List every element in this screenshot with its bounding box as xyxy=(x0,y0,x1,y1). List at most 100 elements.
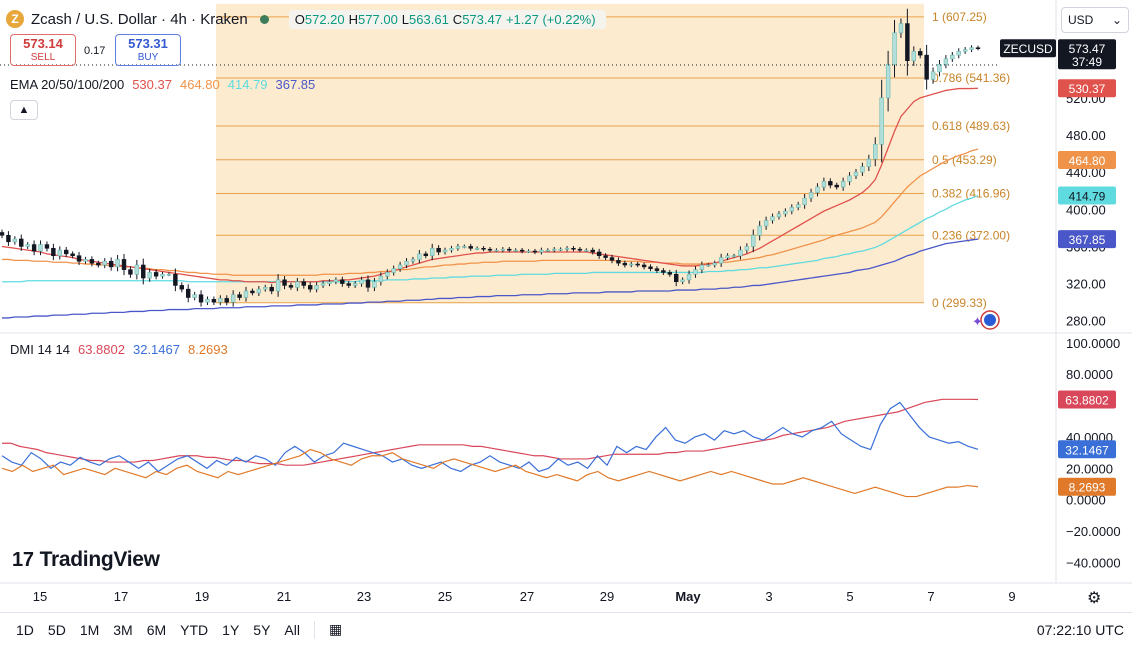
candle-body[interactable] xyxy=(198,294,204,303)
chart-canvas[interactable]: 1 (607.25) 0.786 (541.36) 0.618 (489.63) 0.… xyxy=(0,0,1132,612)
candle-body[interactable] xyxy=(295,281,300,288)
candle-body[interactable] xyxy=(307,285,313,290)
candle-body[interactable] xyxy=(410,259,416,262)
candle-body[interactable] xyxy=(115,259,120,268)
candle-body[interactable] xyxy=(815,186,820,193)
timeframe-1y[interactable]: 1Y xyxy=(222,621,240,638)
candle-body[interactable] xyxy=(179,285,185,290)
dmi-legend[interactable]: DMI 14 14 63.8802 32.1467 8.2693 xyxy=(10,342,236,357)
candle-body[interactable] xyxy=(898,23,904,34)
candle-body[interactable] xyxy=(96,262,101,266)
candle-body[interactable] xyxy=(532,250,538,253)
candle-body[interactable] xyxy=(108,260,114,268)
candle-body[interactable] xyxy=(417,253,422,260)
candle-body[interactable] xyxy=(526,250,531,253)
candle-body[interactable] xyxy=(635,263,640,266)
candle-body[interactable] xyxy=(391,268,396,273)
settings-icon[interactable]: ⚙ xyxy=(1087,590,1102,607)
candle-body[interactable] xyxy=(224,298,229,303)
candle-body[interactable] xyxy=(102,260,107,266)
candle-body[interactable] xyxy=(404,260,409,266)
candle-body[interactable] xyxy=(513,249,518,252)
candle-body[interactable] xyxy=(686,273,692,281)
candle-body[interactable] xyxy=(519,249,525,252)
candle-body[interactable] xyxy=(738,249,743,257)
candle-body[interactable] xyxy=(301,281,307,286)
candle-body[interactable] xyxy=(243,290,249,298)
candle-body[interactable] xyxy=(616,260,621,264)
candle-body[interactable] xyxy=(507,248,512,251)
candle-body[interactable] xyxy=(789,207,795,212)
timeframe-ytd[interactable]: YTD xyxy=(180,621,209,638)
candle-body[interactable] xyxy=(237,294,242,298)
candle-body[interactable] xyxy=(185,288,191,298)
flag-icon[interactable]: ✦ xyxy=(972,310,1000,330)
candle-body[interactable] xyxy=(494,249,499,252)
candle-body[interactable] xyxy=(641,264,647,268)
candle-body[interactable] xyxy=(577,248,583,251)
candle-body[interactable] xyxy=(969,47,974,50)
candle-body[interactable] xyxy=(462,246,467,248)
candle-body[interactable] xyxy=(134,264,140,275)
candle-body[interactable] xyxy=(12,238,18,243)
candle-body[interactable] xyxy=(340,279,345,284)
candle-body[interactable] xyxy=(661,270,666,273)
candle-body[interactable] xyxy=(866,158,872,167)
candle-body[interactable] xyxy=(83,259,88,262)
candle-body[interactable] xyxy=(160,273,165,277)
candle-body[interactable] xyxy=(333,279,339,283)
candle-body[interactable] xyxy=(436,247,441,253)
fib-zone[interactable] xyxy=(216,3,924,303)
candle-body[interactable] xyxy=(603,255,608,258)
candle-body[interactable] xyxy=(879,97,884,145)
candle-body[interactable] xyxy=(38,244,43,252)
timeframe-5y[interactable]: 5Y xyxy=(253,621,271,638)
candle-body[interactable] xyxy=(468,246,473,249)
candle-body[interactable] xyxy=(873,143,878,160)
candle-body[interactable] xyxy=(911,51,917,62)
candle-body[interactable] xyxy=(51,247,56,257)
candle-body[interactable] xyxy=(847,175,852,182)
candle-body[interactable] xyxy=(63,249,69,255)
candle-body[interactable] xyxy=(609,257,615,261)
candle-body[interactable] xyxy=(372,281,377,288)
candle-body[interactable] xyxy=(397,264,403,270)
candle-body[interactable] xyxy=(654,268,660,271)
timeframe-5d[interactable]: 5D xyxy=(47,621,66,638)
candle-body[interactable] xyxy=(962,49,968,52)
candle-body[interactable] xyxy=(590,249,595,253)
candle-body[interactable] xyxy=(539,249,544,253)
candle-body[interactable] xyxy=(622,262,628,266)
symbol-legend[interactable]: Z Zcash / U.S. Dollar · 4h · Kraken O 572… xyxy=(6,8,606,30)
candle-body[interactable] xyxy=(442,249,448,253)
candle-body[interactable] xyxy=(706,264,711,267)
utc-clock[interactable]: 07:22:10 UTC xyxy=(1036,622,1124,638)
candle-body[interactable] xyxy=(551,248,557,251)
tradingview-logo[interactable]: 17 TradingView xyxy=(12,548,160,571)
candle-body[interactable] xyxy=(166,273,172,276)
candle-body[interactable] xyxy=(121,259,127,270)
buy-button[interactable]: 573.31 BUY xyxy=(115,34,181,66)
candle-body[interactable] xyxy=(648,266,653,270)
candle-body[interactable] xyxy=(31,244,37,252)
candle-body[interactable] xyxy=(584,249,589,252)
candle-body[interactable] xyxy=(275,279,281,292)
candle-body[interactable] xyxy=(70,253,75,257)
candle-body[interactable] xyxy=(211,299,217,303)
candle-body[interactable] xyxy=(776,213,782,218)
candle-body[interactable] xyxy=(153,272,159,277)
candle-body[interactable] xyxy=(545,249,551,252)
candle-body[interactable] xyxy=(802,197,807,205)
candle-body[interactable] xyxy=(346,283,351,286)
candle-body[interactable] xyxy=(860,166,865,173)
candle-body[interactable] xyxy=(699,264,705,270)
candle-body[interactable] xyxy=(718,257,724,264)
candle-body[interactable] xyxy=(770,216,775,221)
candle-body[interactable] xyxy=(487,248,493,251)
candle-body[interactable] xyxy=(808,192,814,199)
candle-body[interactable] xyxy=(693,269,698,275)
candle-body[interactable] xyxy=(141,264,146,279)
candle-body[interactable] xyxy=(795,204,801,208)
candle-body[interactable] xyxy=(596,251,602,257)
candle-body[interactable] xyxy=(76,255,82,262)
